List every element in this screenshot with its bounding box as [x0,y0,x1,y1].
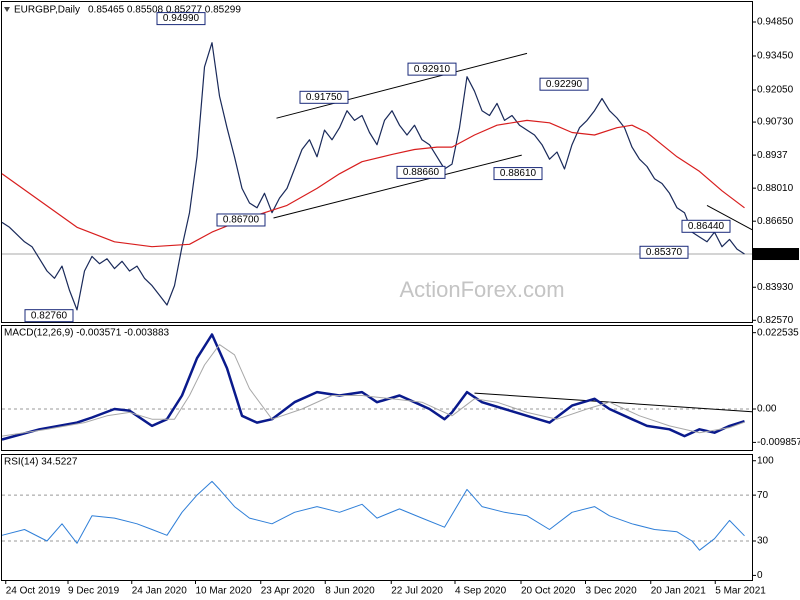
series-line [1,119,745,248]
y-tick-label: 0.88010 [757,183,794,194]
y-tick-label: 0.82570 [757,315,794,326]
series-line [1,333,745,441]
annotation-label: 0.91750 [306,92,343,103]
series-line [1,344,745,437]
annotation-box [299,90,349,104]
annotation-box [639,245,689,259]
annotation-box [493,167,543,181]
y-tick-label: 0.92050 [757,85,794,96]
annotation-label: 0.86700 [223,215,260,226]
annotation-label: 0.92910 [414,64,451,75]
x-tick-label: 8 Jun 2020 [325,586,375,597]
y-tick-label: 0.8937 [757,150,788,161]
y-tick-label: 0.90730 [757,117,794,128]
x-tick-label: 22 Jul 2020 [391,586,443,597]
annotation-label: 0.82760 [31,310,68,321]
annotation-box [681,219,731,233]
panel-title: MACD(12,26,9) -0.003571 -0.003883 [4,328,170,339]
y-tick-label: 0.00 [757,404,777,415]
x-tick-label: 10 Mar 2020 [196,586,253,597]
ohlc-values: 0.85465 0.85508 0.85277 0.85299 [88,5,241,16]
annotation-box [216,213,266,227]
price-label-box [753,248,799,261]
x-tick-label: 4 Sep 2020 [455,586,507,597]
y-tick-label: 0.022535 [757,327,799,338]
annotation-label: 0.88610 [500,168,537,179]
price-panel [1,1,753,323]
x-tick-label: 5 Mar 2021 [715,586,766,597]
annotation-box [407,62,457,76]
x-tick-label: 20 Jan 2021 [651,586,706,597]
y-tick-label: 70 [757,490,769,501]
annotation-label: 0.94990 [163,13,200,24]
x-tick-label: 23 Apr 2020 [261,586,315,597]
annotation-label: 0.86440 [688,221,725,232]
series-line [1,480,745,551]
panel-title: EURGBP,Daily [14,5,80,16]
x-tick-label: 9 Dec 2019 [68,586,120,597]
trendline [276,52,528,119]
x-tick-label: 24 Jan 2020 [132,586,187,597]
y-tick-label: 100 [757,455,774,466]
annotation-label: 0.92290 [546,79,583,90]
panel-title: RSI(14) 34.5227 [4,457,78,468]
series-line [1,42,745,311]
annotation-box [396,165,446,179]
watermark: ActionForex.com [399,277,564,302]
symbol-icon [4,7,10,12]
annotation-label: 0.85370 [646,247,683,258]
rsi-panel [1,454,753,581]
y-tick-label: 0 [757,570,763,581]
annotation-box [24,309,74,323]
y-tick-label: -0.009857 [757,437,800,448]
y-tick-label: 0.83930 [757,282,794,293]
annotation-box [539,77,589,91]
x-tick-label: 3 Dec 2020 [586,586,638,597]
annotation-box [156,12,206,26]
trendline [474,392,753,413]
trendline [706,204,753,231]
trendline [273,154,522,219]
x-tick-label: 20 Oct 2020 [521,586,576,597]
macd-panel [1,325,753,451]
y-tick-label: 0.86650 [757,216,794,227]
annotation-label: 0.88660 [403,167,440,178]
x-tick-label: 24 Oct 2019 [6,586,61,597]
y-tick-label: 30 [757,536,769,547]
y-tick-label: 0.94850 [757,17,794,28]
price-label: 0.85299 [757,249,794,260]
y-tick-label: 0.93450 [757,51,794,62]
